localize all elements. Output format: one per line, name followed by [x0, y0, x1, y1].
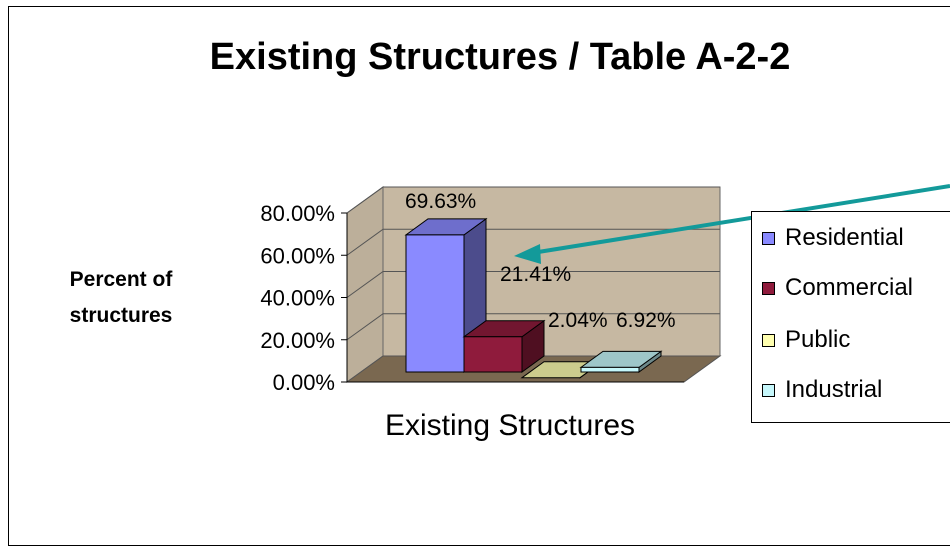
gridline	[346, 313, 720, 341]
legend-swatch-public	[762, 333, 775, 347]
y-axis-label: Percent of structures	[69, 268, 173, 327]
legend-swatch-commercial	[762, 281, 775, 295]
y-tick-label: 0.00%	[273, 370, 335, 395]
gridline	[346, 228, 720, 256]
legend-item-industrial: Industrial	[762, 375, 882, 405]
y-tick-label: 80.00%	[260, 201, 335, 226]
chart-plot: 0.00% 20.00% 40.00% 60.00% 80.00% Existing St…	[260, 184, 950, 442]
legend: Residential Commercial Public Industrial	[751, 211, 950, 423]
legend-item-public: Public	[762, 325, 850, 355]
legend-item-residential: Residential	[762, 223, 904, 253]
legend-item-commercial: Commercial	[762, 273, 913, 303]
y-tick-label: 20.00%	[260, 328, 335, 353]
data-label-industrial: 6.92%	[616, 309, 676, 332]
data-label-commercial: 21.41%	[500, 263, 571, 286]
data-label-public: 2.04%	[548, 309, 608, 332]
legend-swatch-industrial	[762, 383, 775, 397]
bar-residential	[405, 234, 465, 373]
y-tick-label: 60.00%	[260, 243, 335, 268]
annotation-arrow-line	[531, 184, 950, 255]
annotation-arrow-head	[514, 244, 541, 264]
legend-label-industrial: Industrial	[785, 376, 883, 403]
legend-label-commercial: Commercial	[785, 274, 914, 301]
legend-label-public: Public	[785, 326, 851, 353]
y-tick-label: 40.00%	[260, 286, 335, 311]
bar-commercial	[463, 336, 523, 373]
legend-swatch-residential	[762, 231, 775, 245]
gridline	[346, 186, 720, 214]
x-category-label: Existing Structures	[385, 409, 635, 442]
gridline	[346, 271, 720, 298]
bar-industrial	[580, 366, 640, 373]
chart-title: Existing Structures / Table A-2-2	[209, 36, 791, 78]
legend-label-residential: Residential	[785, 224, 904, 251]
data-label-residential: 69.63%	[405, 190, 476, 213]
